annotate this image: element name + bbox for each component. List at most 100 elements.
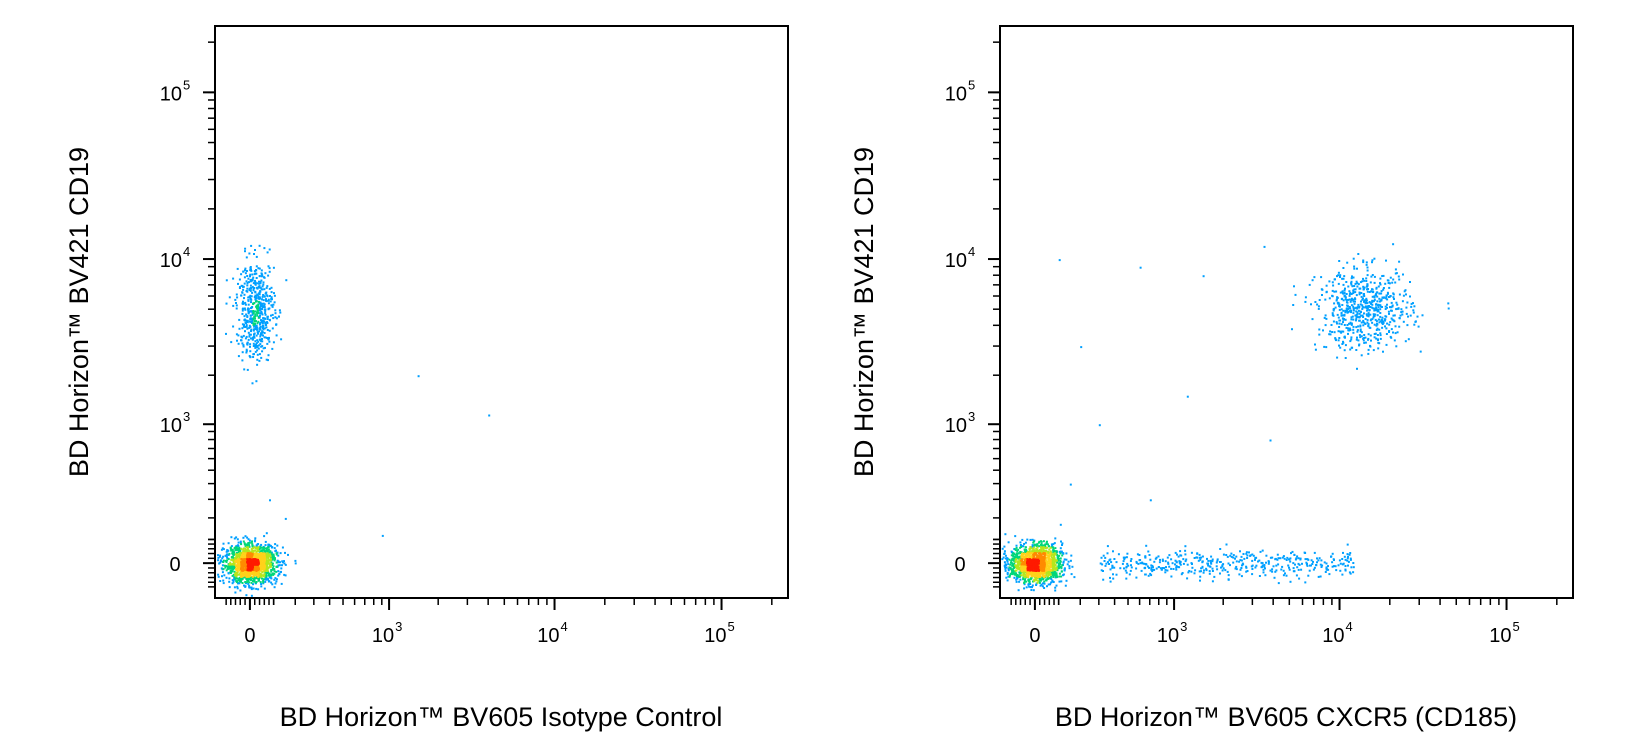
- event-dot: [231, 568, 234, 571]
- event-dot: [1049, 564, 1052, 567]
- event-dot: [1334, 565, 1337, 568]
- event-dot: [249, 314, 252, 317]
- event-dot: [1372, 349, 1375, 352]
- event-dot: [239, 287, 241, 289]
- event-dot: [229, 564, 232, 567]
- event-dot: [1320, 566, 1323, 568]
- event-dot: [272, 573, 275, 576]
- event-dot: [247, 560, 250, 563]
- event-dot: [230, 341, 233, 344]
- event-dot: [256, 556, 259, 559]
- event-dot: [249, 555, 252, 558]
- event-dot: [228, 586, 231, 589]
- event-dot: [1046, 563, 1049, 566]
- event-dot: [264, 346, 266, 349]
- event-dot: [258, 571, 260, 574]
- event-dot: [246, 552, 249, 555]
- event-dot: [1006, 571, 1009, 574]
- event-dot: [1221, 564, 1224, 567]
- event-dot: [242, 569, 244, 572]
- event-dot: [1282, 555, 1285, 558]
- event-dot: [235, 546, 238, 549]
- event-dot: [1367, 313, 1370, 316]
- event-dot: [1048, 572, 1051, 575]
- event-dot: [1358, 319, 1361, 322]
- event-dot: [271, 347, 274, 350]
- event-dot: [1023, 569, 1026, 572]
- event-dot: [1395, 345, 1398, 348]
- event-dot: [1290, 552, 1292, 555]
- event-dot: [242, 325, 245, 328]
- event-dot: [1316, 303, 1319, 306]
- event-dot: [267, 299, 270, 302]
- event-dot: [233, 565, 236, 568]
- event-dot: [1175, 568, 1178, 571]
- event-dot: [1298, 563, 1301, 566]
- event-dot: [230, 549, 233, 552]
- event-dot: [1402, 273, 1404, 276]
- event-dot: [1051, 568, 1054, 571]
- event-dot: [1055, 551, 1058, 554]
- event-dot: [1071, 565, 1074, 568]
- event-dot: [258, 548, 261, 550]
- event-dot: [254, 537, 257, 540]
- event-dot: [1144, 573, 1147, 576]
- event-dot: [1229, 554, 1232, 557]
- event-dot: [1316, 561, 1318, 564]
- event-dot: [257, 285, 260, 288]
- event-dot: [1130, 564, 1132, 567]
- event-dot: [265, 358, 268, 361]
- event-dot: [1045, 549, 1048, 552]
- event-dot: [252, 312, 255, 315]
- event-dot: [1402, 320, 1405, 323]
- y-axis-title: BD Horizon™ BV421 CD19: [64, 147, 94, 477]
- event-dot: [1243, 557, 1246, 560]
- event-dot: [1387, 292, 1389, 295]
- event-dot: [1355, 280, 1358, 283]
- event-dot: [1202, 275, 1205, 278]
- event-dot: [252, 587, 255, 590]
- event-dot: [264, 272, 267, 275]
- event-dot: [1056, 561, 1058, 564]
- event-dot: [235, 547, 238, 550]
- event-dot: [1384, 282, 1387, 285]
- event-dot: [1240, 559, 1243, 562]
- event-dot: [1311, 563, 1314, 565]
- event-dot: [262, 317, 265, 320]
- event-dot: [1365, 297, 1368, 300]
- event-dot: [236, 573, 238, 576]
- event-dot: [1379, 334, 1382, 337]
- event-dot: [284, 574, 287, 577]
- event-dot: [417, 375, 420, 378]
- event-dot: [1292, 570, 1295, 573]
- event-dot: [1149, 558, 1152, 561]
- event-dot: [1371, 259, 1374, 262]
- event-dot: [257, 344, 260, 347]
- event-dot: [1308, 283, 1311, 286]
- event-dot: [256, 560, 259, 562]
- event-dot: [255, 550, 258, 553]
- event-dot: [1008, 558, 1011, 561]
- event-dot: [1164, 568, 1167, 571]
- event-dot: [1406, 301, 1409, 304]
- event-dot: [248, 541, 251, 544]
- event-dot: [1006, 560, 1009, 563]
- event-dot: [1301, 562, 1303, 565]
- event-dot: [265, 569, 268, 572]
- event-dot: [1352, 312, 1355, 315]
- event-dot: [251, 570, 254, 573]
- event-dot: [230, 558, 233, 561]
- event-dot: [255, 342, 258, 345]
- event-dot: [1014, 559, 1017, 562]
- event-dot: [1144, 556, 1147, 559]
- event-dot: [284, 551, 286, 554]
- event-dot: [250, 588, 253, 591]
- event-dot: [1339, 291, 1342, 294]
- event-dot: [235, 307, 238, 310]
- event-dot: [1246, 554, 1249, 557]
- event-dot: [244, 337, 247, 340]
- event-dot: [255, 574, 258, 577]
- event-dot: [245, 564, 248, 567]
- event-dot: [1106, 552, 1109, 555]
- event-dot: [1354, 291, 1357, 294]
